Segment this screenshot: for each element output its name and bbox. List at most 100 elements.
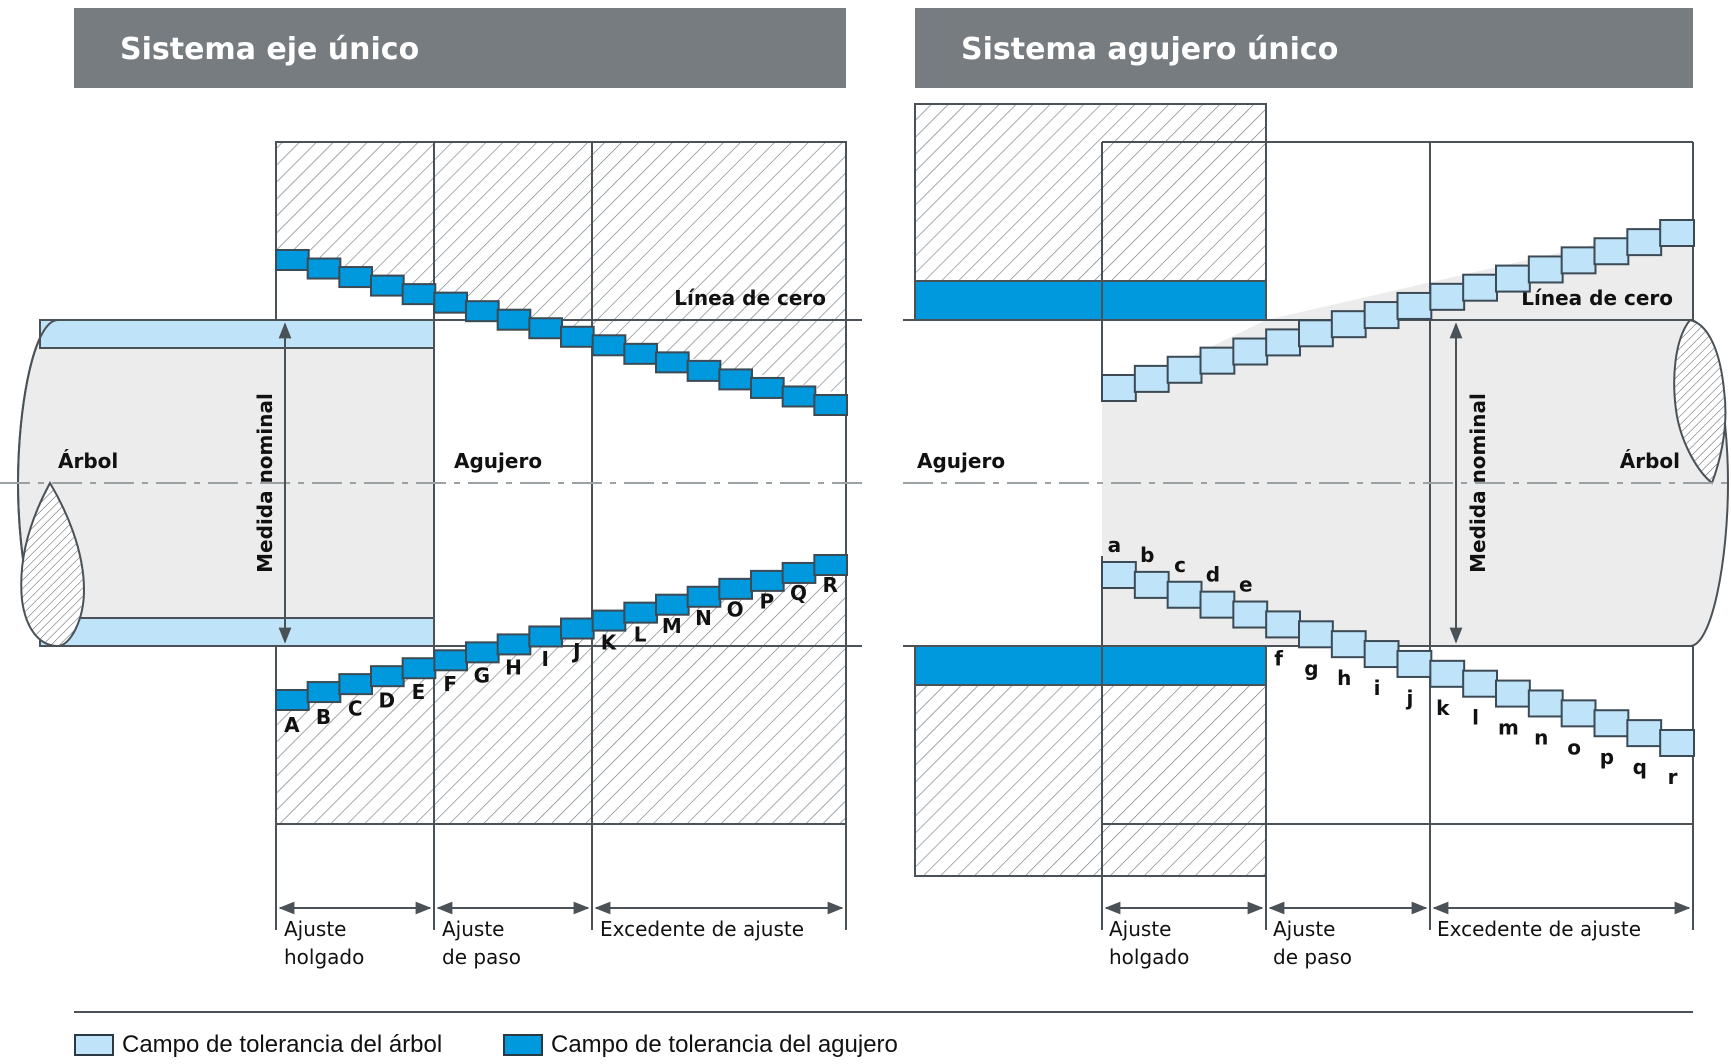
left-letter-E: E [412, 680, 426, 704]
right-tolerance-letters: a b c d e f g h i j k l m n o p q r [1108, 533, 1678, 789]
right-shaft-zone-top-r [1659, 219, 1695, 247]
left-group-clearance-l1: Ajuste [284, 917, 346, 941]
left-hole-zone-bottom-E [401, 657, 437, 680]
left-hole-zone-top-R [813, 394, 848, 416]
left-panel: Medida nominal Árbol Agujero Línea de ce… [0, 141, 862, 969]
right-letter-f: f [1274, 646, 1283, 670]
left-hole-zone-bottom-R [813, 554, 848, 576]
left-letter-G: G [474, 664, 490, 688]
right-shaft-zone-bottom-q [1626, 719, 1663, 748]
left-hole-zone-top-E [401, 283, 437, 306]
right-letter-e: e [1239, 573, 1253, 597]
right-shaft-zone-bottom-l [1462, 669, 1498, 698]
right-letter-p: p [1600, 745, 1614, 769]
left-letter-B: B [316, 705, 331, 729]
left-hole-zone-top-N [686, 359, 722, 382]
left-hole-zone-top-J [560, 325, 595, 348]
left-hole-zone-bottom-J [560, 617, 595, 640]
right-shaft-zone-bottom-i [1363, 640, 1400, 669]
left-hole-zone-bottom-F [433, 649, 469, 672]
legend-shaft-tolerance: Campo de tolerancia del árbol [74, 1030, 442, 1060]
right-hole-tolerance-top [914, 280, 1267, 321]
right-shaft-zone-bottom-e [1232, 600, 1269, 629]
left-panel-header: Sistema eje único [74, 8, 846, 88]
left-letter-K: K [601, 631, 618, 655]
left-hole-zone-bottom-L [623, 601, 658, 624]
right-shaft-zone-bottom-c [1166, 580, 1203, 609]
right-hole-label: Agujero [917, 449, 1005, 473]
left-hole-zone-top-Q [781, 385, 817, 408]
left-letter-M: M [662, 614, 682, 638]
left-hole-zone-top-A [275, 249, 310, 271]
right-group-clearance-l2: holgado [1109, 945, 1189, 969]
right-letter-c: c [1174, 553, 1186, 577]
right-letter-d: d [1206, 563, 1220, 587]
left-hole-zone-top-F [433, 291, 469, 314]
right-shaft-zone-bottom-d [1199, 590, 1236, 619]
left-hole-zone-bottom-I [528, 625, 563, 648]
left-hole-zone-bottom-O [718, 577, 753, 600]
left-hole-zone-top-H [496, 308, 532, 331]
left-hole-zone-bottom-H [496, 633, 532, 656]
right-panel-title: Sistema agujero único [961, 32, 1339, 67]
left-letter-F: F [443, 672, 457, 696]
right-letter-g: g [1304, 656, 1318, 680]
left-hole-zone-bottom-P [750, 569, 785, 592]
left-hole-zone-bottom-Q [781, 561, 817, 584]
left-hole-zone-top-C [338, 266, 374, 289]
right-shaft-zone-top-a [1101, 374, 1137, 402]
right-letter-i: i [1374, 676, 1381, 700]
right-shaft-zone-bottom-n [1527, 689, 1564, 718]
left-letter-Q: Q [790, 581, 807, 605]
right-group-transition-l1: Ajuste [1273, 917, 1335, 941]
left-hole-zone-top-O [718, 368, 753, 391]
right-shaft-zone-top-g [1298, 319, 1334, 348]
left-group-transition-l2: de paso [442, 945, 521, 969]
left-letter-C: C [348, 697, 363, 721]
right-shaft-zone-top-q [1626, 228, 1663, 257]
right-shaft-zone-top-d [1199, 346, 1236, 375]
right-shaft-zone-top-i [1363, 301, 1400, 330]
left-hole-tolerance-zones-bottom [275, 554, 848, 711]
left-group-clearance-l2: holgado [284, 945, 364, 969]
right-shaft-zone-top-c [1166, 355, 1203, 384]
left-hole-tolerance-zones-top [275, 249, 848, 416]
left-hole-material-bottom [276, 564, 846, 824]
left-hole-zone-bottom-B [306, 681, 342, 704]
left-hole-zone-top-K [591, 334, 627, 357]
right-shaft-zone-top-j [1396, 291, 1433, 320]
legend-hole-tolerance: Campo de tolerancia del agujero [503, 1030, 898, 1060]
left-hole-zone-bottom-D [370, 665, 405, 688]
right-shaft-zone-bottom-p [1593, 709, 1630, 738]
shaft-tolerance-swatch [74, 1034, 114, 1056]
right-letter-h: h [1337, 666, 1351, 690]
left-letter-H: H [505, 655, 522, 679]
right-letter-n: n [1534, 725, 1548, 749]
right-zero-line-label: Línea de cero [1521, 286, 1673, 310]
left-letter-A: A [284, 713, 300, 737]
right-shaft-zone-top-h [1330, 310, 1367, 339]
right-shaft-zone-top-l [1462, 273, 1498, 302]
left-hole-zone-top-B [306, 257, 342, 280]
right-shaft-zone-bottom-g [1298, 620, 1334, 649]
left-shaft-break-section [20, 480, 86, 648]
right-shaft-zone-bottom-j [1396, 649, 1433, 678]
right-letter-j: j [1405, 686, 1413, 710]
right-shaft-zone-bottom-r [1659, 729, 1695, 757]
left-letter-J: J [571, 639, 580, 663]
legend-shaft-label: Campo de tolerancia del árbol [122, 1031, 443, 1058]
right-letter-r: r [1668, 765, 1678, 789]
left-hole-zone-bottom-K [591, 609, 627, 632]
right-panel: Medida nominal Árbol Agujero Línea de ce… [903, 103, 1731, 969]
left-letter-L: L [634, 622, 647, 646]
right-group-interference-l1: Excedente de ajuste [1437, 917, 1641, 941]
left-shaft-tolerance-top [39, 319, 435, 349]
left-letter-I: I [541, 647, 548, 671]
right-letter-b: b [1140, 543, 1154, 567]
left-hole-zone-top-D [370, 274, 405, 297]
right-shaft-zone-top-e [1232, 337, 1269, 366]
right-shaft-label: Árbol [1620, 449, 1680, 473]
legend-hole-label: Campo de tolerancia del agujero [551, 1031, 898, 1058]
